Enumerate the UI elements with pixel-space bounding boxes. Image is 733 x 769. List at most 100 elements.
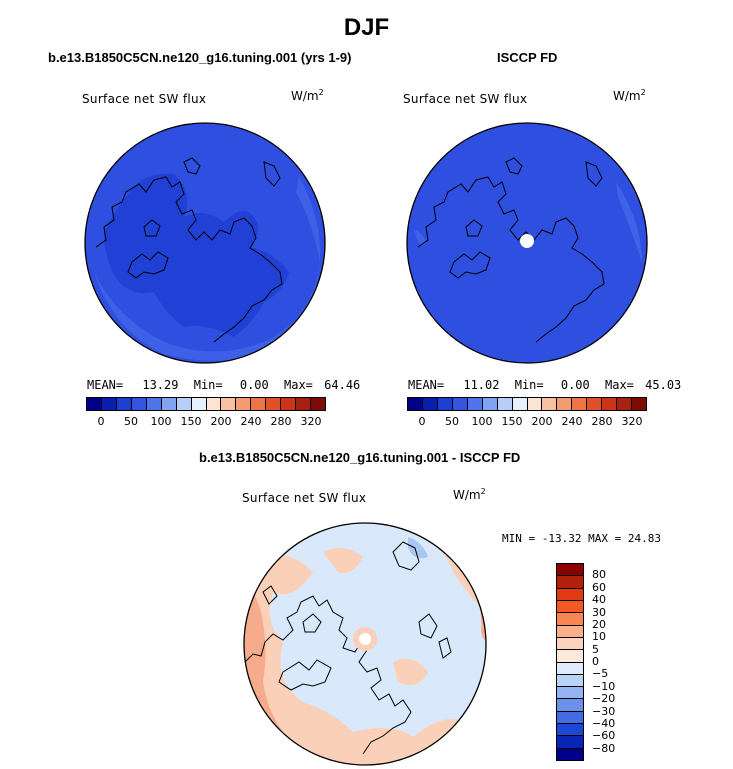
contour-band <box>616 182 642 262</box>
max-label: Max= <box>605 378 634 392</box>
colorbar-swatch <box>408 398 423 410</box>
colorbar-swatch <box>116 398 132 410</box>
colorbar-swatch <box>251 398 267 410</box>
panel-1-title: b.e13.B1850C5CN.ne120_g16.tuning.001 (yr… <box>48 50 352 65</box>
pole-hole <box>359 633 371 645</box>
colorbar-swatch <box>617 398 633 410</box>
colorbar-tick-label: 200 <box>531 415 553 428</box>
panel-2-units-base: W/m <box>613 89 641 103</box>
contour-band <box>94 262 320 361</box>
colorbar-tick-label: 280 <box>270 415 292 428</box>
diff-colorbar <box>556 563 584 761</box>
positive-anomaly <box>244 554 486 765</box>
colorbar-swatch <box>266 398 282 410</box>
colorbar-swatch <box>161 398 177 410</box>
colorbar-swatch <box>497 398 513 410</box>
panel-1-units-exponent: 2 <box>318 88 324 97</box>
colorbar-tick-label: −10 <box>592 679 616 693</box>
contour-band <box>296 177 321 262</box>
colorbar-swatch <box>602 398 618 410</box>
diff-units-exponent: 2 <box>480 487 486 496</box>
positive-anomaly <box>393 658 428 686</box>
colorbar-tick-label: 150 <box>180 415 202 428</box>
colorbar-tick-label: −40 <box>592 716 616 730</box>
colorbar-swatch <box>557 736 583 749</box>
colorbar-swatch <box>542 398 558 410</box>
colorbar-swatch <box>557 650 583 663</box>
pole-hole <box>520 234 534 248</box>
panel-1-colorbar-ticks: 0 50 100 150 200 240 280 320 <box>86 415 326 429</box>
panel-2-title: ISCCP FD <box>497 50 558 65</box>
colorbar-swatch <box>587 398 603 410</box>
colorbar-tick-label: 20 <box>592 617 606 631</box>
colorbar-swatch <box>557 699 583 712</box>
colorbar-swatch <box>557 637 583 651</box>
colorbar-tick-label: −20 <box>592 692 616 706</box>
diff-colorbar-ticks: 80 60 40 30 20 10 5 0 −5 −10 −20 −30 −40 −60 −80 <box>590 563 630 761</box>
colorbar-swatch <box>236 398 252 410</box>
figure-title: DJF <box>343 14 390 41</box>
min-label: Min= <box>514 378 544 392</box>
colorbar-swatch <box>557 687 583 700</box>
min-value: 0.00 <box>239 378 269 392</box>
colorbar-swatch <box>437 398 453 410</box>
colorbar-swatch <box>557 662 583 675</box>
colorbar-tick-label: 0 <box>97 415 105 428</box>
panel-1-stats: MEAN= 13.29 Min= 0.00 Max= 64.46 <box>87 378 360 392</box>
colorbar-swatch <box>101 398 117 410</box>
colorbar-swatch <box>482 398 498 410</box>
panel-1-variable-label: Surface net SW flux <box>82 92 207 106</box>
colorbar-swatch <box>557 613 583 626</box>
colorbar-swatch <box>557 674 583 688</box>
colorbar-tick-label: 50 <box>445 415 459 428</box>
panel-2-colorbar <box>407 397 647 411</box>
colorbar-swatch <box>296 398 312 410</box>
colorbar-swatch <box>557 724 583 737</box>
colorbar-tick-label: 40 <box>592 593 606 607</box>
mean-value: 13.29 <box>142 378 179 392</box>
colorbar-tick-label: 10 <box>592 630 606 644</box>
coastline <box>244 541 452 755</box>
map-boundary <box>84 122 326 364</box>
mean-label: MEAN= <box>408 378 445 392</box>
positive-anomaly <box>323 548 363 573</box>
colorbar-tick-label: 0 <box>592 655 599 668</box>
colorbar-tick-label: 0 <box>418 415 426 428</box>
colorbar-tick-label: −30 <box>592 704 616 718</box>
panel-2-units: W/m2 <box>613 88 646 103</box>
max-value: 64.46 <box>324 378 361 392</box>
colorbar-swatch <box>632 398 646 410</box>
colorbar-swatch <box>512 398 528 410</box>
coastline <box>417 157 605 343</box>
contour-band <box>414 230 426 246</box>
diff-map <box>243 522 487 766</box>
colorbar-tick-label: 320 <box>621 415 643 428</box>
colorbar-swatch <box>557 748 583 760</box>
colorbar-tick-label: 100 <box>150 415 172 428</box>
panel-2-units-exponent: 2 <box>640 88 646 97</box>
colorbar-swatch <box>557 588 583 601</box>
colorbar-tick-label: 30 <box>592 605 606 619</box>
map-boundary <box>243 522 487 766</box>
max-label: Max= <box>284 378 313 392</box>
colorbar-swatch <box>146 398 162 410</box>
colorbar-swatch <box>206 398 222 410</box>
colorbar-swatch <box>311 398 325 410</box>
colorbar-swatch <box>191 398 207 410</box>
min-label: Min= <box>193 378 223 392</box>
colorbar-swatch <box>422 398 438 410</box>
colorbar-tick-label: −80 <box>592 741 616 755</box>
colorbar-swatch <box>176 398 192 410</box>
colorbar-tick-label: −60 <box>592 729 616 743</box>
colorbar-tick-label: 200 <box>210 415 232 428</box>
panel-1-map <box>84 122 326 364</box>
colorbar-tick-label: 50 <box>124 415 138 428</box>
colorbar-tick-label: 80 <box>592 568 606 582</box>
panel-1-colorbar <box>86 397 326 411</box>
coastline <box>95 157 283 343</box>
panel-2-variable-label: Surface net SW flux <box>403 92 528 106</box>
colorbar-tick-label: −5 <box>592 667 609 681</box>
panel-1-units-base: W/m <box>291 89 319 103</box>
colorbar-swatch <box>281 398 297 410</box>
colorbar-swatch <box>452 398 468 410</box>
